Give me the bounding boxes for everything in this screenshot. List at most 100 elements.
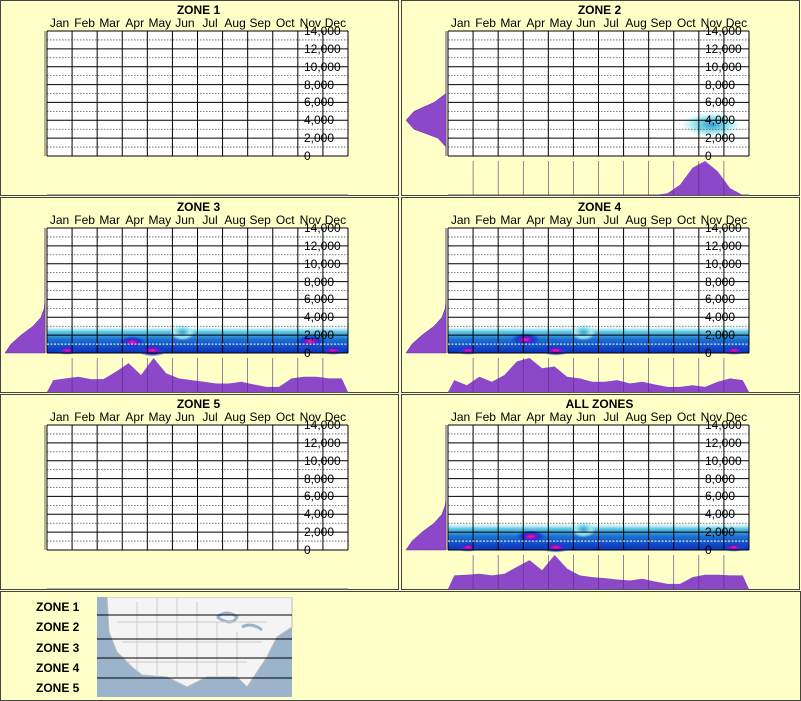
y-tick-label: 4,000	[304, 113, 335, 128]
month-tick-label: Jun	[175, 16, 195, 30]
y-tick-label: 0	[705, 543, 712, 557]
y-tick-label: 6,000	[705, 489, 736, 504]
month-tick-label: Oct	[676, 16, 696, 30]
y-tick-label: 0	[705, 346, 712, 360]
y-tick-label: 2,000	[705, 328, 736, 343]
month-tick-label: Feb	[74, 16, 95, 30]
elevation-density	[4, 228, 46, 354]
legend-zone-2: ZONE 2	[36, 620, 80, 634]
y-tick-label: 2,000	[705, 131, 736, 146]
month-tick-label: Jan	[49, 16, 70, 30]
y-tick-label: 10,000	[705, 453, 742, 468]
month-tick-label: Nov	[299, 410, 321, 424]
month-tick-label: Nov	[299, 16, 321, 30]
month-tick-label: Mar	[99, 16, 120, 30]
month-tick-label: Jun	[576, 410, 596, 424]
month-tick-label: Apr	[526, 16, 546, 30]
legend-zone-5: ZONE 5	[36, 681, 80, 695]
month-tick-label: May	[148, 16, 172, 30]
month-tick-label: Jul	[202, 410, 218, 424]
heatmap-svg	[44, 424, 349, 590]
y-tick-label: 10,000	[304, 59, 341, 74]
month-tick-label: Dec	[725, 213, 748, 227]
y-tick-label: 14,000	[705, 24, 742, 38]
y-tick-label: 12,000	[304, 238, 341, 253]
month-tick-label: Jul	[603, 213, 619, 227]
month-tick-label: Oct	[275, 410, 295, 424]
y-tick-label: 14,000	[304, 24, 341, 38]
heatmap-blob	[137, 344, 168, 357]
month-tick-label: Aug	[625, 213, 647, 227]
y-tick-label: 6,000	[304, 292, 335, 307]
zone-legend: ZONE 1 ZONE 2 ZONE 3 ZONE 4 ZONE 5	[0, 591, 801, 701]
y-tick-label: 0	[304, 149, 311, 163]
heatmap-svg	[405, 227, 750, 393]
month-tick-label: Aug	[625, 410, 647, 424]
month-tick-label: May	[549, 16, 573, 30]
y-tick-label: 4,000	[705, 113, 736, 128]
month-tick-label: Apr	[526, 410, 546, 424]
y-tick-label: 8,000	[705, 471, 736, 486]
month-tick-label: Jan	[49, 410, 70, 424]
month-tick-label: Apr	[526, 213, 546, 227]
chart-panel-5: ZONE 5 Jan Feb Mar Apr May Jun Jul Aug Sep Oct Nov D…	[0, 394, 399, 590]
y-tick-label: 6,000	[304, 95, 335, 110]
y-tick-label: 2,000	[304, 131, 335, 146]
month-tick-label: May	[549, 213, 573, 227]
y-tick-label: 10,000	[705, 256, 742, 271]
month-tick-label: Aug	[224, 16, 246, 30]
y-tick-label: 12,000	[304, 435, 341, 450]
month-tick-label: Jul	[202, 213, 218, 227]
heatmap-blob	[681, 112, 742, 138]
month-tick-label: Sep	[249, 213, 271, 227]
month-tick-label: Oct	[275, 213, 295, 227]
y-tick-label: 12,000	[304, 41, 341, 56]
elevation-density	[405, 31, 447, 156]
month-tick-label: Apr	[125, 16, 145, 30]
month-tick-label: Dec	[725, 16, 748, 30]
month-tick-label: Nov	[700, 16, 722, 30]
month-tick-label: Sep	[650, 410, 672, 424]
y-tick-label: 4,000	[705, 310, 736, 325]
chart-title: ZONE 1	[176, 3, 221, 17]
heatmap-svg	[405, 30, 750, 196]
month-tick-label: Oct	[275, 16, 295, 30]
elevation-density	[405, 228, 447, 354]
heatmap-blob	[510, 333, 541, 346]
y-tick-label: 6,000	[304, 489, 335, 504]
month-tick-label: Mar	[500, 16, 521, 30]
month-tick-label: Apr	[125, 410, 145, 424]
month-tick-label: Aug	[625, 16, 647, 30]
month-tick-label: Sep	[249, 410, 271, 424]
month-tick-label: Feb	[74, 213, 95, 227]
month-tick-label: Sep	[249, 16, 271, 30]
month-tick-label: Sep	[650, 16, 672, 30]
heatmap-svg	[44, 30, 349, 196]
y-tick-label: 10,000	[304, 256, 341, 271]
month-tick-label: Mar	[500, 410, 521, 424]
month-tick-label: Apr	[125, 213, 145, 227]
legend-zone-3: ZONE 3	[36, 641, 80, 655]
month-tick-label: Nov	[299, 213, 321, 227]
y-tick-label: 8,000	[705, 274, 736, 289]
y-tick-label: 4,000	[304, 310, 335, 325]
y-tick-label: 0	[304, 346, 311, 360]
y-tick-label: 8,000	[304, 471, 335, 486]
chart-title: ZONE 5	[176, 397, 221, 411]
y-tick-label: 14,000	[705, 418, 742, 432]
y-tick-label: 8,000	[304, 77, 335, 92]
month-tick-label: Oct	[676, 213, 696, 227]
month-tick-label: Jul	[603, 16, 619, 30]
month-tick-label: Jul	[603, 410, 619, 424]
chart-panel-2: ZONE 2 Jan Feb Mar Apr May Jun Jul Aug Sep Oct Nov D…	[401, 0, 800, 196]
y-tick-label: 8,000	[304, 274, 335, 289]
heatmap-blob	[119, 336, 145, 349]
month-tick-label: Mar	[500, 213, 521, 227]
chart-panel-3: ZONE 3 Jan Feb Mar Apr May Jun Jul Aug Sep Oct Nov D…	[0, 197, 399, 393]
y-tick-label: 4,000	[304, 507, 335, 522]
y-tick-label: 6,000	[705, 292, 736, 307]
chart-title: ZONE 3	[176, 200, 221, 214]
heatmap-svg	[4, 227, 349, 393]
month-tick-label: Jan	[49, 213, 70, 227]
